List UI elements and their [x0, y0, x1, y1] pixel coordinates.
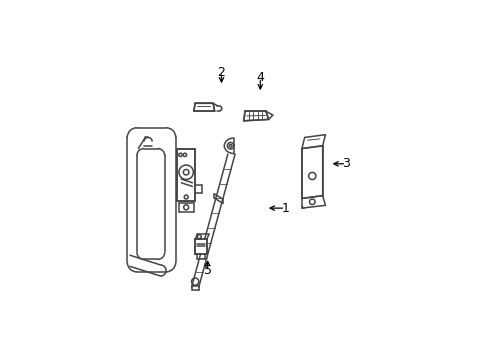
Text: 3: 3 [342, 157, 349, 170]
Polygon shape [243, 111, 268, 121]
Polygon shape [301, 146, 322, 198]
Text: 1: 1 [281, 202, 288, 215]
Polygon shape [195, 239, 206, 254]
Polygon shape [177, 149, 195, 201]
Text: 2: 2 [217, 66, 225, 79]
Polygon shape [193, 103, 214, 111]
Text: 4: 4 [256, 71, 264, 84]
Text: 5: 5 [203, 264, 211, 277]
